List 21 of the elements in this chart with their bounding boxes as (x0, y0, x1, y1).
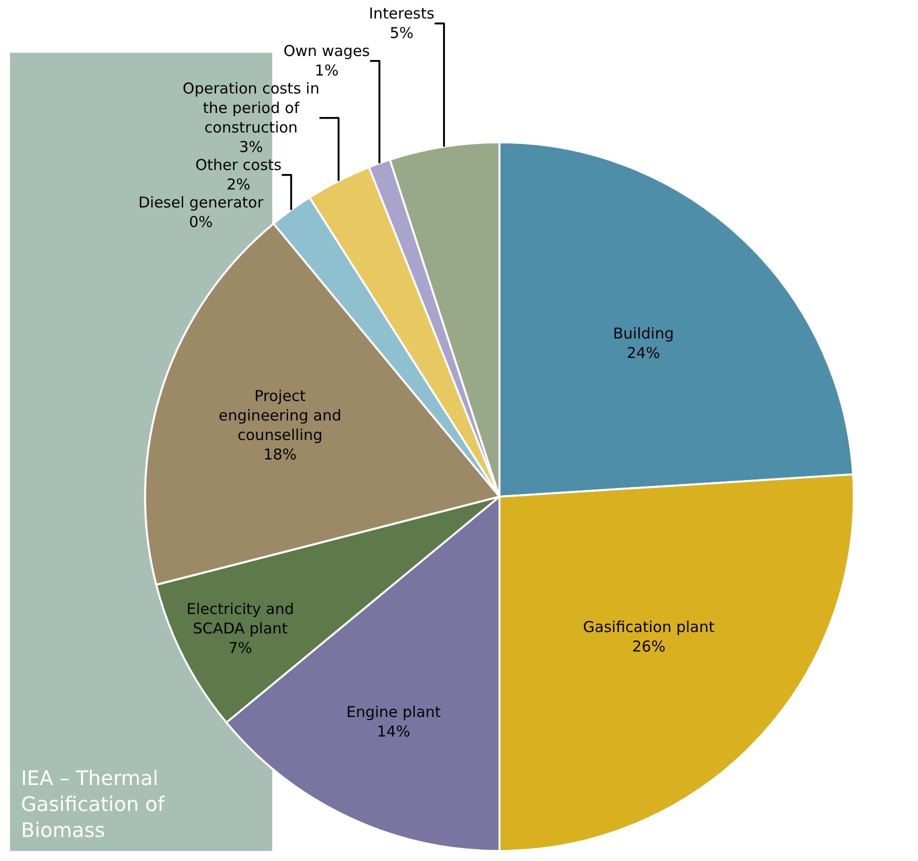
data-label: 24% (626, 344, 660, 362)
slice-label: Electricity and SCADA plant (186, 600, 294, 638)
data-label: 14% (376, 722, 410, 740)
data-label: 3% (239, 138, 263, 156)
slice-label: Project engineering and counselling (218, 387, 342, 444)
data-label: 5% (390, 24, 414, 42)
data-label: 2% (226, 176, 250, 194)
slice-label: Building (613, 324, 674, 343)
category-label: Diesel generator (138, 194, 264, 212)
slice-label: Engine plant (346, 702, 441, 721)
slice-label: Other costs (195, 156, 282, 174)
data-label: 1% (314, 62, 339, 80)
data-label: 26% (632, 638, 666, 656)
text: 0% (188, 213, 213, 232)
text: IEA – Thermal Gasification of Biomass (21, 766, 166, 842)
data-label: 7% (228, 639, 252, 658)
data-label: 18% (263, 446, 297, 464)
slice-label: Own wages (283, 42, 370, 60)
slice-label: Gasification plant (583, 618, 715, 636)
slice-label: Interests (368, 4, 435, 23)
slice-label: Operation costs in the period of construction (182, 80, 320, 137)
